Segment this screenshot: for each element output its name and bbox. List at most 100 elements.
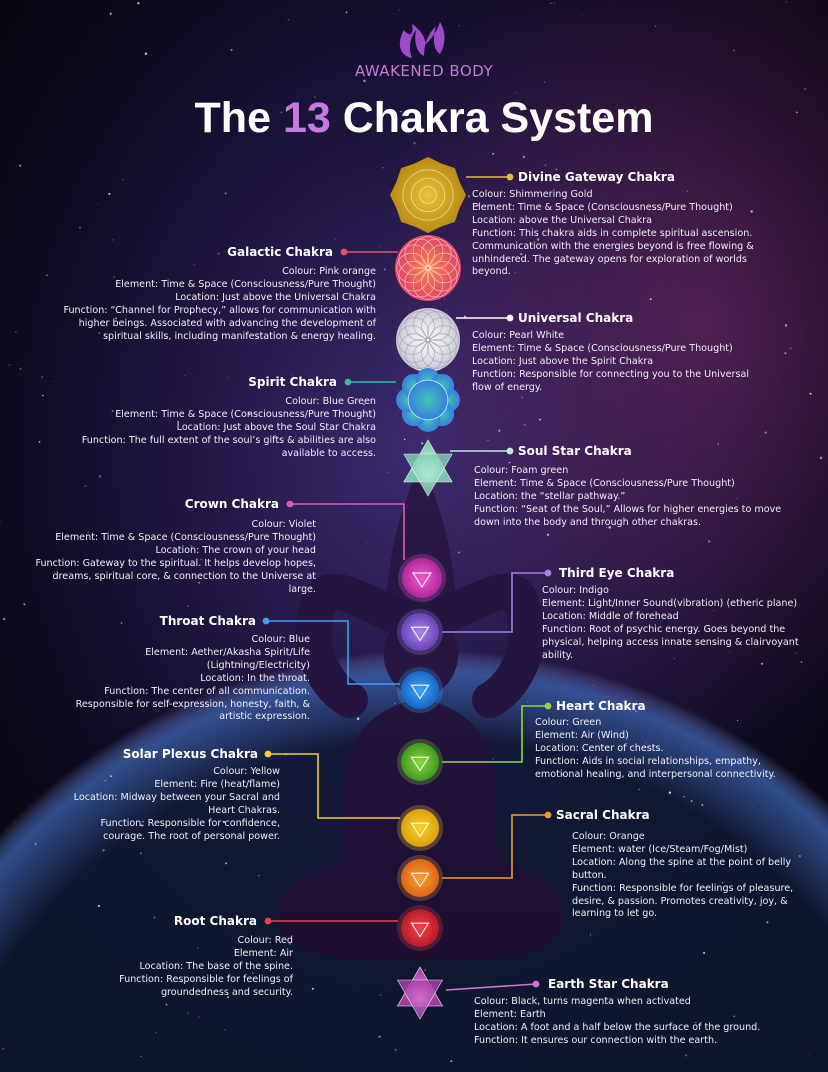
brand: AWAKENED BODY xyxy=(354,62,494,80)
star xyxy=(230,48,233,51)
chakra-location: Location: Middle of forehead xyxy=(542,610,679,622)
star xyxy=(729,138,730,139)
star xyxy=(804,87,807,91)
star xyxy=(752,807,754,808)
star xyxy=(378,1035,381,1038)
chakra-function: Function: Gateway to the spiritual. It h… xyxy=(35,557,316,595)
star xyxy=(550,2,552,5)
chakra-colour: Colour: Yellow xyxy=(213,766,280,777)
chakra-colour: Colour: Blue xyxy=(251,634,310,645)
star xyxy=(784,324,788,327)
star xyxy=(437,1010,438,1012)
icon-shape xyxy=(401,809,439,847)
chakra-location: Location: above the Universal Chakra xyxy=(472,214,653,226)
connector-dot xyxy=(544,702,552,710)
star xyxy=(721,882,724,884)
star xyxy=(111,239,114,241)
chakra-icon xyxy=(397,905,443,951)
star xyxy=(184,374,186,376)
star xyxy=(227,996,230,999)
star xyxy=(115,317,118,320)
star xyxy=(2,1048,4,1050)
star xyxy=(177,420,180,423)
star xyxy=(492,758,494,760)
star xyxy=(450,1060,453,1063)
star xyxy=(334,238,336,240)
chakra-details: Colour: Green Element: Air (Wind) Location… xyxy=(535,717,795,782)
star xyxy=(139,39,140,41)
icon-symbol xyxy=(410,684,430,700)
icon-symbol xyxy=(411,572,433,589)
star xyxy=(224,192,227,195)
star xyxy=(521,396,523,398)
star xyxy=(645,742,647,744)
chakra-element: Element: Time & Space (Consciousness/Pur… xyxy=(115,408,376,420)
star xyxy=(112,275,115,278)
chakra-colour: Colour: Red xyxy=(237,935,293,946)
star xyxy=(345,11,348,14)
chakra-function: Function: “Channel for Prophecy,” allows… xyxy=(63,304,376,342)
star xyxy=(23,603,26,606)
chakra-element: Element: Time & Space (Consciousness/Pur… xyxy=(474,477,735,489)
star xyxy=(809,392,812,395)
star xyxy=(708,540,711,543)
connector-dot xyxy=(264,750,272,758)
star xyxy=(187,1012,189,1014)
star xyxy=(423,968,427,972)
title-before: The xyxy=(194,94,283,142)
star xyxy=(764,431,767,434)
chakra-icon xyxy=(397,667,443,713)
star xyxy=(285,675,287,677)
chakra-element: Element: Fire (heat/flame) xyxy=(154,778,280,790)
icon-symbol xyxy=(410,822,430,838)
connector-line xyxy=(442,705,548,763)
star xyxy=(58,172,59,174)
chakra-location: Location: Just above the Universal Chakr… xyxy=(175,291,376,303)
star xyxy=(806,190,808,191)
star xyxy=(654,25,657,28)
star xyxy=(683,795,685,798)
star xyxy=(760,662,764,665)
star xyxy=(544,164,547,167)
star xyxy=(19,368,22,370)
star xyxy=(588,722,589,723)
star xyxy=(356,717,360,721)
star xyxy=(217,252,220,255)
star xyxy=(729,651,730,652)
star xyxy=(248,412,251,416)
star xyxy=(690,800,693,802)
connector-dot xyxy=(506,173,514,181)
star xyxy=(92,351,94,353)
star xyxy=(328,289,331,292)
chakra-element: Element: Time & Space (Consciousness/Pur… xyxy=(472,201,733,213)
star xyxy=(190,544,193,548)
star xyxy=(784,352,787,355)
star xyxy=(649,298,652,301)
chakra-name: Crown Chakra xyxy=(184,497,279,511)
star xyxy=(320,267,322,269)
star xyxy=(394,1048,397,1052)
connector-line xyxy=(445,983,537,991)
chakra-details: Colour: Shimmering Gold Element: Time & S… xyxy=(472,189,772,279)
star xyxy=(314,96,316,98)
star xyxy=(346,122,348,125)
star xyxy=(677,259,681,263)
star xyxy=(539,418,542,421)
chakra-details: Colour: Blue Element: Aether/Akasha Spiri… xyxy=(66,634,310,724)
chakra-element: Element: Time & Space (Consciousness/Pur… xyxy=(472,342,733,354)
star xyxy=(487,439,489,441)
star xyxy=(209,508,211,509)
chakra-icons xyxy=(390,157,466,1020)
star xyxy=(508,461,511,464)
connector-line xyxy=(442,814,548,879)
star xyxy=(484,472,486,474)
chakra-icon xyxy=(397,805,443,851)
chakra-element: Element: Time & Space (Consciousness/Pur… xyxy=(115,278,376,290)
star xyxy=(63,944,65,945)
star xyxy=(804,305,806,307)
connector-line xyxy=(266,620,400,685)
icon-shape xyxy=(401,859,439,897)
star xyxy=(34,842,37,846)
icon-shape xyxy=(403,453,453,497)
chakra-function: Function: Responsible for feelings of pl… xyxy=(572,882,794,920)
